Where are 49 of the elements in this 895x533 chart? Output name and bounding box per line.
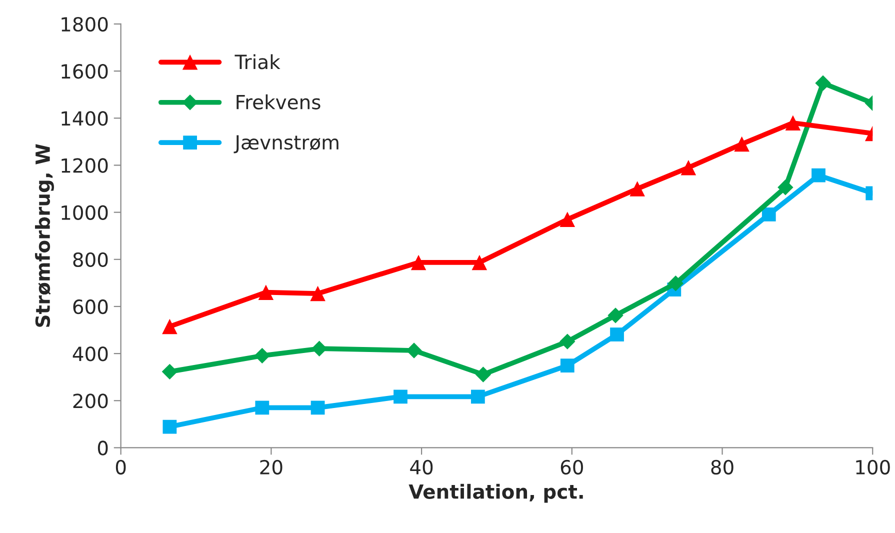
- y-tick-label: 400: [72, 346, 108, 362]
- point: [406, 342, 422, 358]
- point: [310, 286, 326, 302]
- legend-label: Triak: [234, 54, 280, 70]
- point: [812, 168, 826, 182]
- point: [475, 366, 492, 382]
- point: [630, 181, 645, 196]
- point: [255, 400, 270, 415]
- point: [410, 254, 426, 270]
- y-tick-label: 1200: [62, 158, 108, 173]
- point: [560, 212, 576, 228]
- x-tick-label: 0: [116, 460, 126, 475]
- y-tick-label: 1800: [62, 16, 108, 32]
- y-tick-label: 0: [98, 440, 108, 456]
- y-tick-label: 800: [73, 252, 108, 268]
- point: [762, 207, 776, 222]
- point: [734, 136, 750, 152]
- point: [394, 390, 408, 404]
- point: [610, 328, 624, 342]
- point: [310, 400, 325, 415]
- y-tick-label: 1600: [62, 64, 108, 79]
- y-tick-label: 1000: [62, 205, 108, 220]
- x-tick-label: 20: [260, 460, 282, 475]
- x-axis-title: Ventilation, pct.: [408, 484, 583, 503]
- y-axis-title: Strømforbrug, W: [35, 144, 54, 327]
- point: [472, 254, 488, 270]
- point: [162, 364, 178, 380]
- point: [608, 308, 624, 324]
- point: [162, 420, 177, 434]
- point: [560, 334, 576, 350]
- point: [680, 160, 696, 176]
- point: [254, 348, 270, 364]
- point: [815, 75, 831, 91]
- point: [162, 318, 178, 334]
- point: [470, 390, 485, 404]
- legend-label: Jævnstrøm: [234, 135, 338, 154]
- point: [560, 358, 574, 373]
- legend-label: Frekvens: [236, 94, 320, 110]
- x-tick-label: 80: [711, 460, 734, 475]
- point: [785, 115, 801, 130]
- point: [258, 284, 274, 300]
- point: [778, 180, 794, 196]
- x-tick-label: 40: [410, 460, 433, 475]
- x-tick-label: 60: [560, 460, 583, 475]
- y-tick-label: 600: [73, 299, 108, 314]
- y-tick-label: 200: [73, 394, 108, 408]
- x-tick-label: 100: [856, 460, 890, 475]
- y-tick-label: 1400: [62, 111, 108, 126]
- point: [668, 276, 684, 292]
